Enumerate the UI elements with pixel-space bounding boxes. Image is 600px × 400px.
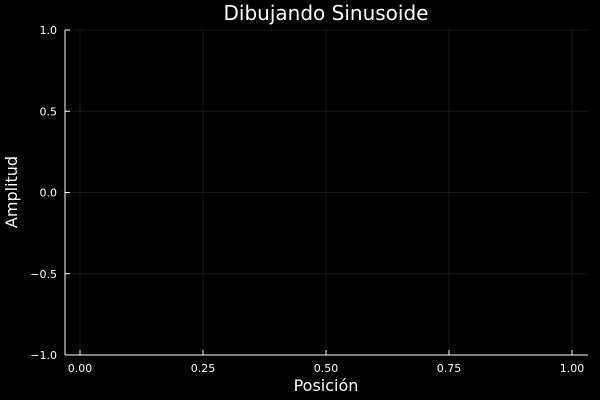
y-tick-label: −1.0 [30, 349, 57, 362]
x-axis-label: Posición [294, 376, 359, 395]
chart-title: Dibujando Sinusoide [224, 1, 429, 25]
y-tick-label: −0.5 [30, 268, 57, 281]
y-tick-label: 0.5 [40, 105, 58, 118]
y-tick-label: 0.0 [40, 187, 58, 200]
x-tick-label: 0.75 [437, 362, 462, 375]
y-axis-label: Amplitud [2, 156, 21, 228]
y-tick-label: 1.0 [40, 24, 58, 37]
ticks: 0.00 0.25 0.50 0.75 1.00 −1.0 −0.5 0.0 0.5 1.0 [30, 24, 584, 375]
x-tick-label: 0.00 [68, 362, 93, 375]
x-tick-label: 1.00 [560, 362, 585, 375]
x-tick-label: 0.50 [314, 362, 339, 375]
x-tick-label: 0.25 [191, 362, 216, 375]
